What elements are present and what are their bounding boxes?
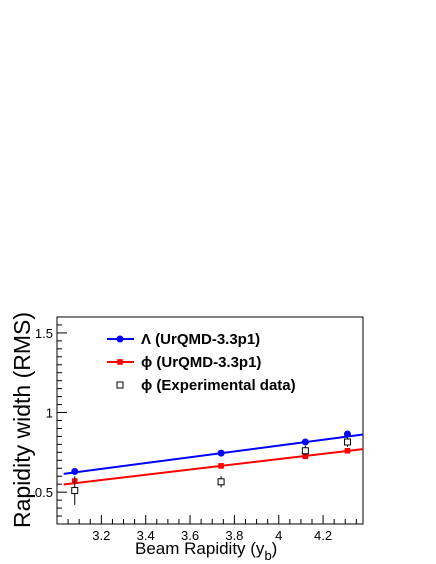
- data-points: [71, 430, 351, 505]
- data-point: [71, 467, 79, 475]
- data-point: [344, 447, 351, 454]
- y-tick-label: 1.5: [35, 326, 53, 341]
- legend-label: ϕ (UrQMD-3.3p1): [141, 354, 261, 371]
- x-tick-label: 4.2: [314, 528, 332, 543]
- legend-marker: [116, 335, 124, 343]
- legend-label: ϕ (Experimental data): [141, 377, 296, 394]
- x-tick-label: 3.2: [92, 528, 110, 543]
- data-point: [343, 430, 351, 438]
- y-tick-label: 0.5: [35, 485, 53, 500]
- x-axis-label-close: ): [272, 539, 278, 558]
- x-axis-label-main: Beam Rapidity (y: [135, 539, 265, 558]
- data-point: [302, 453, 309, 460]
- data-point: [217, 449, 225, 457]
- x-tick-label: 4: [275, 528, 282, 543]
- data-point: [218, 463, 224, 469]
- fit-line: [63, 448, 364, 486]
- legend: Λ (UrQMD-3.3p1) ϕ (UrQMD-3.3p1) ϕ (Experim…: [107, 331, 296, 394]
- x-axis-label-sub: b: [264, 548, 271, 563]
- y-axis-label: Rapidity width (RMS): [9, 312, 35, 528]
- legend-marker: [116, 381, 124, 389]
- data-point: [343, 438, 351, 446]
- fit-lines: [63, 433, 364, 486]
- fit-line: [63, 433, 364, 475]
- y-axis-ticks: 0.5 1 1.5: [35, 316, 67, 525]
- data-point: [301, 447, 309, 455]
- legend-marker: [117, 359, 123, 365]
- plot-frame: [56, 316, 364, 525]
- x-tick-label: 3.4: [137, 528, 155, 543]
- data-point: [71, 487, 79, 495]
- data-point: [217, 478, 225, 486]
- data-point: [301, 438, 309, 446]
- x-tick-label: 3.6: [181, 528, 199, 543]
- legend-label: Λ (UrQMD-3.3p1): [141, 331, 260, 348]
- x-axis-ticks: 3.2 3.4 3.6 3.8 4 4.2: [56, 515, 357, 543]
- x-tick-label: 3.8: [225, 528, 243, 543]
- y-tick-label: 1: [46, 406, 53, 421]
- x-axis-label: Beam Rapidity (yb): [135, 539, 277, 563]
